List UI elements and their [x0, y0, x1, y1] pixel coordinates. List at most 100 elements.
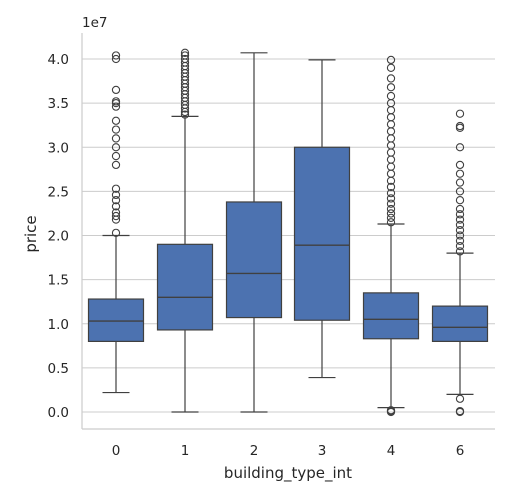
outlier-point [180, 51, 190, 60]
box-group-4 [362, 55, 420, 417]
outlier-point [111, 211, 121, 221]
outlier-point [111, 54, 121, 64]
outlier-point [455, 215, 465, 224]
outlier-point [111, 143, 121, 152]
box-iqr [431, 305, 489, 343]
outlier-point [111, 116, 121, 125]
outlier-point [111, 102, 121, 111]
outlier-point [111, 208, 121, 217]
y-tick-label: 0.5 [48, 361, 69, 377]
y-tick-label: 0.0 [48, 405, 69, 421]
x-tick-label: 0 [112, 443, 121, 459]
box-group-3 [293, 59, 351, 379]
outlier-point [386, 120, 396, 129]
outlier-point [111, 85, 121, 95]
outlier-point [386, 213, 396, 222]
x-tick-label: 6 [456, 443, 465, 459]
outlier-point [455, 196, 465, 205]
outlier-point [386, 148, 396, 157]
y-tick-label: 1.0 [48, 317, 69, 333]
grid-lines [82, 58, 495, 413]
outlier-point [455, 187, 465, 196]
box-iqr [225, 201, 283, 319]
outlier-point [180, 48, 190, 57]
outlier-point [386, 106, 396, 115]
outlier-point [455, 109, 465, 118]
x-tick-label: 3 [318, 443, 327, 459]
outlier-point [455, 169, 465, 178]
outlier-point [111, 228, 121, 238]
outlier-point [386, 406, 396, 415]
outlier-point [455, 241, 465, 251]
box-group-1 [156, 48, 214, 413]
box-iqr [362, 292, 420, 340]
outlier-point [386, 55, 396, 65]
outlier-point [386, 209, 396, 218]
x-tick-labels: 0 1 2 3 4 6 [112, 443, 465, 459]
outlier-point [455, 226, 465, 235]
y-tick-labels: 0.0 0.5 1.0 1.5 2.0 2.5 3.0 3.5 4.0 [48, 52, 69, 421]
outlier-point [455, 178, 465, 187]
outlier-point [386, 204, 396, 214]
box-iqr [87, 298, 145, 343]
outlier-point [111, 134, 121, 143]
x-tick-label: 1 [181, 443, 190, 459]
outlier-point [111, 151, 121, 161]
outlier-point [111, 97, 121, 106]
x-tick-label: 2 [250, 443, 259, 459]
outlier-point [386, 188, 396, 198]
outlier-point [180, 54, 190, 64]
outlier-point [180, 110, 190, 119]
outlier-point [111, 51, 121, 60]
y-tick-label: 2.0 [48, 229, 69, 245]
outlier-point [455, 160, 465, 170]
box-group-2 [225, 52, 283, 413]
y-tick-label: 3.5 [48, 96, 69, 112]
y-axis-title: price [22, 215, 40, 252]
outlier-point [386, 113, 396, 122]
y-tick-label: 4.0 [48, 52, 69, 68]
outlier-point [386, 83, 396, 92]
outlier-point [386, 162, 396, 171]
outlier-point [386, 199, 396, 208]
y-tick-label: 3.0 [48, 140, 69, 156]
outlier-point [386, 141, 396, 150]
outlier-point [455, 143, 465, 152]
outlier-point [386, 74, 396, 83]
y-tick-label: 1.5 [48, 273, 69, 289]
outlier-point [455, 406, 465, 416]
outlier-point [386, 127, 396, 136]
x-axis-title: building_type_int [224, 464, 352, 483]
outlier-point [111, 160, 121, 170]
outlier-point [111, 196, 121, 205]
box-group-6 [431, 109, 489, 417]
outlier-point [386, 194, 396, 203]
y-scale-label: 1e7 [82, 15, 107, 31]
outlier-point [111, 125, 121, 134]
outlier-point [455, 204, 465, 214]
outlier-point [386, 218, 396, 227]
outlier-point [455, 220, 465, 230]
outlier-point [386, 169, 396, 178]
outlier-point [455, 247, 465, 256]
outlier-point [455, 236, 465, 245]
box-iqr [293, 146, 351, 321]
outlier-point [455, 121, 465, 131]
boxes [87, 48, 489, 417]
outlier-point [386, 134, 396, 143]
outlier-point [111, 184, 121, 193]
outlier-point [386, 182, 396, 192]
box-group-0 [87, 51, 145, 394]
outlier-point [111, 202, 121, 211]
y-tick-label: 2.5 [48, 184, 69, 200]
outlier-point [455, 210, 465, 219]
outlier-point [386, 91, 396, 101]
outlier-point [386, 155, 396, 164]
outlier-point [455, 394, 465, 403]
outlier-point [455, 231, 465, 240]
box-iqr [156, 243, 214, 331]
outlier-point [386, 63, 396, 72]
x-tick-label: 4 [387, 443, 396, 459]
outlier-point [111, 190, 121, 200]
